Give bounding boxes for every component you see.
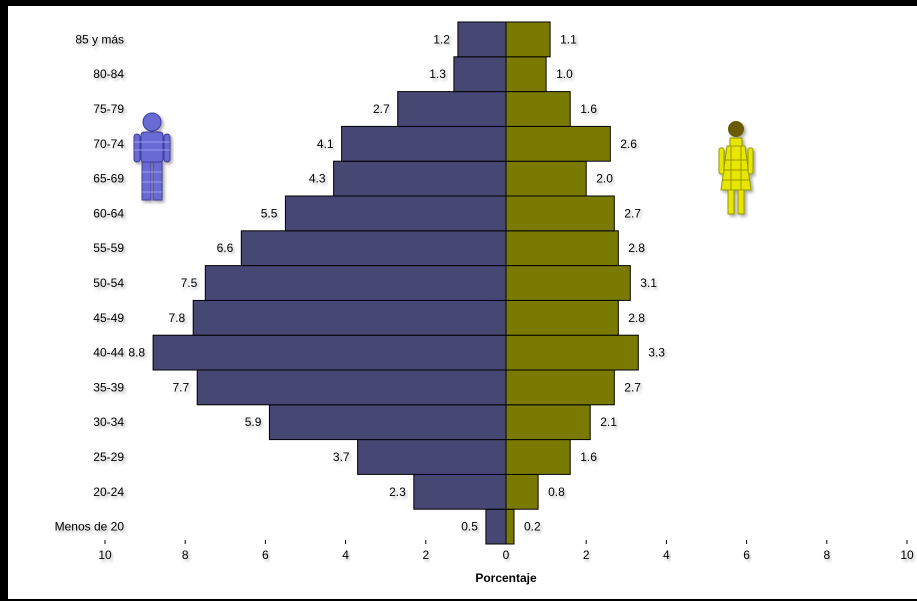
bar-female [505, 299, 619, 336]
bar-female [505, 334, 639, 371]
bar-male [457, 21, 507, 58]
bar-female [505, 473, 539, 510]
category-label: 65-69 [93, 172, 124, 186]
value-label-male: 5.5 [261, 206, 278, 220]
value-label-female: 2.7 [624, 380, 641, 394]
value-label-male: 8.8 [128, 346, 145, 360]
x-tick-label: 8 [823, 548, 830, 562]
value-label-male: 1.3 [429, 67, 446, 81]
value-label-female: 1.6 [580, 450, 597, 464]
x-tick-label: 2 [422, 548, 429, 562]
bar-female [505, 369, 615, 406]
bar-female [505, 508, 515, 545]
bar-female [505, 230, 619, 267]
bar-male [284, 195, 507, 232]
x-tick-label: 4 [663, 548, 670, 562]
value-label-male: 4.1 [317, 137, 334, 151]
bar-male [413, 473, 507, 510]
x-axis-label: Porcentaje [475, 571, 537, 585]
x-tick-label: 10 [900, 548, 914, 562]
value-label-female: 2.7 [624, 206, 641, 220]
category-labels: Menos de 20 20-24 25-29 30-34 35-39 40-44 45-4… [55, 32, 125, 533]
bar-female [505, 56, 547, 93]
bar-male [192, 299, 507, 336]
bar-female [505, 195, 615, 232]
category-label: 30-34 [93, 415, 124, 429]
bar-male [453, 56, 507, 93]
category-label: Menos de 20 [55, 520, 125, 534]
value-label-female: 3.1 [640, 276, 657, 290]
category-label: 70-74 [93, 137, 124, 151]
category-label: 40-44 [93, 346, 124, 360]
category-label: 85 y más [75, 32, 124, 46]
bar-female [505, 125, 611, 162]
male-figure-icon [133, 112, 171, 201]
bar-male [397, 91, 507, 127]
value-label-female: 1.6 [580, 102, 597, 116]
value-labels: 0.5 0.2 2.3 0.8 3.7 1.6 5.9 2.1 7.7 2.7 8.8 3.3 7.8 2… [128, 32, 665, 533]
bar-female [505, 21, 551, 58]
category-label: 35-39 [93, 380, 124, 394]
value-label-male: 1.2 [433, 32, 450, 46]
bars-group [152, 21, 639, 545]
value-label-male: 7.7 [173, 380, 190, 394]
bar-female [505, 160, 587, 197]
bar-male [240, 230, 507, 267]
category-label: 60-64 [93, 206, 124, 220]
value-label-female: 2.8 [628, 311, 645, 325]
value-label-male: 0.5 [461, 520, 478, 534]
value-label-male: 7.8 [169, 311, 186, 325]
value-label-male: 7.5 [181, 276, 198, 290]
value-label-female: 0.8 [548, 485, 565, 499]
x-tick-label: 10 [98, 548, 112, 562]
category-label: 25-29 [93, 450, 124, 464]
x-tick-label: 8 [182, 548, 189, 562]
value-label-female: 2.6 [620, 137, 637, 151]
bar-male [268, 404, 507, 441]
category-label: 80-84 [93, 67, 124, 81]
value-label-male: 2.3 [389, 485, 406, 499]
value-label-male: 6.6 [217, 241, 234, 255]
value-label-male: 2.7 [373, 102, 390, 116]
value-label-male: 3.7 [333, 450, 350, 464]
bar-male [341, 125, 507, 162]
x-tick-label: 6 [743, 548, 750, 562]
bar-male [333, 160, 507, 197]
value-label-male: 4.3 [309, 172, 326, 186]
category-label: 45-49 [93, 311, 124, 325]
value-label-female: 3.3 [648, 346, 665, 360]
value-label-female: 2.1 [600, 415, 617, 429]
x-tick-label: 4 [342, 548, 349, 562]
x-tick-label: 2 [583, 548, 590, 562]
category-label: 55-59 [93, 241, 124, 255]
bar-male [204, 265, 507, 301]
bar-male [485, 508, 507, 545]
bar-female [505, 91, 571, 127]
value-label-male: 5.9 [245, 415, 262, 429]
value-label-female: 1.1 [560, 32, 577, 46]
value-label-female: 1.0 [556, 67, 573, 81]
bar-female [505, 404, 591, 441]
bar-female [505, 439, 571, 475]
x-tick-label: 6 [262, 548, 269, 562]
bar-male [196, 369, 507, 406]
bar-male [357, 439, 507, 475]
category-label: 50-54 [93, 276, 124, 290]
value-label-female: 0.2 [524, 520, 541, 534]
bar-female [505, 265, 631, 301]
category-label: 75-79 [93, 102, 124, 116]
value-label-female: 2.8 [628, 241, 645, 255]
x-tick-label: 0 [503, 548, 510, 562]
value-label-female: 2.0 [596, 172, 613, 186]
bar-male [152, 334, 507, 371]
female-figure-icon [718, 121, 754, 215]
x-axis: 10 8 6 4 2 0 2 4 6 8 10 [98, 540, 914, 562]
category-label: 20-24 [93, 485, 124, 499]
